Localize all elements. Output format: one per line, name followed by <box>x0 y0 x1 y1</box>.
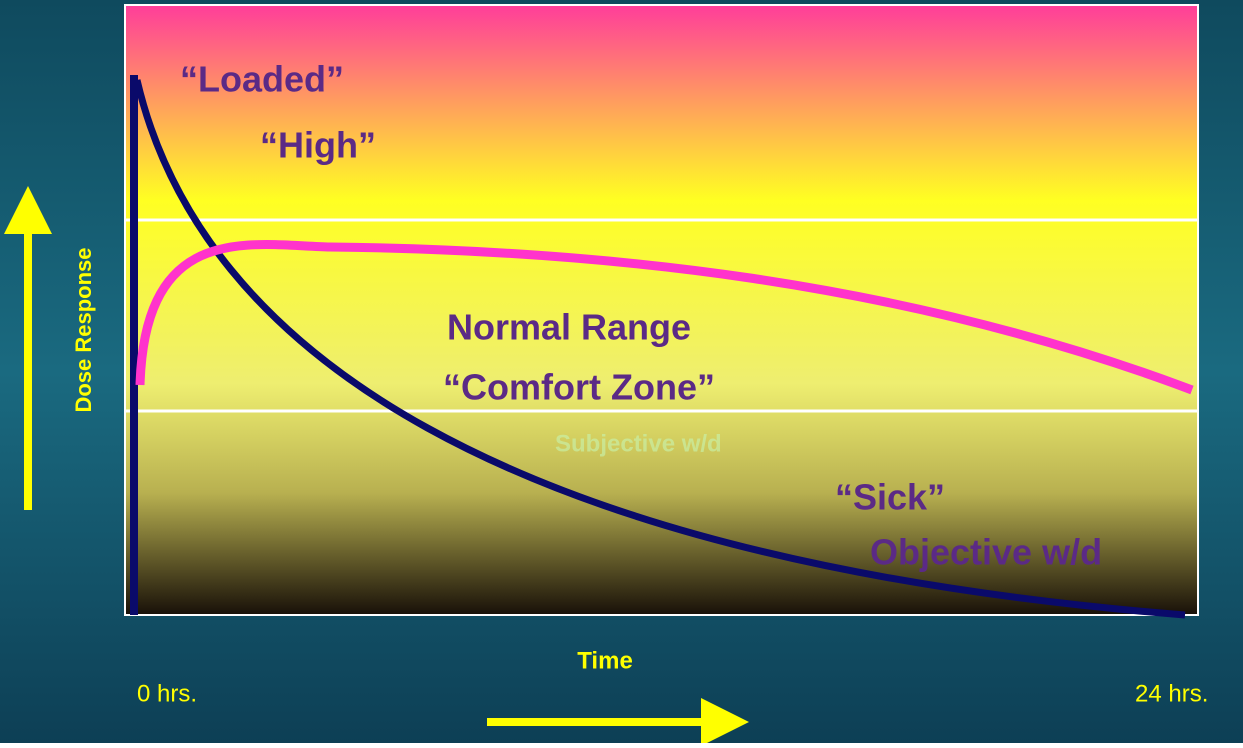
zone-label: Subjective w/d <box>555 430 722 457</box>
x-end-label: 24 hrs. <box>1135 680 1208 707</box>
extended-curve <box>135 240 1194 395</box>
zone-label: Normal Range <box>447 307 691 348</box>
zone-label: “Loaded” <box>180 59 344 100</box>
decay-curve <box>133 79 1186 619</box>
y-axis-label: Dose Response <box>71 247 96 412</box>
zone-label: “Comfort Zone” <box>443 367 715 408</box>
zone-label: “Sick” <box>835 477 945 518</box>
panel <box>124 4 1199 616</box>
x-axis-label: Time <box>577 647 633 674</box>
zone-label: “High” <box>260 125 376 166</box>
x-start-label: 0 hrs. <box>137 680 197 707</box>
zone-label: Objective w/d <box>870 532 1102 573</box>
